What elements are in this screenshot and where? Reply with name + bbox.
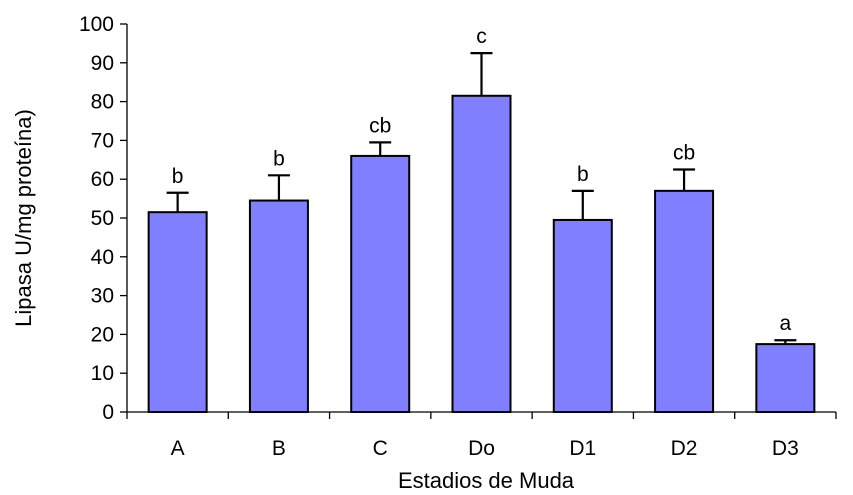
bar-a [147,211,208,413]
x-tick-label-d1: D1 [569,437,596,460]
y-tick-label-20: 20 [91,323,114,346]
significance-label-d3: a [780,312,792,335]
y-tick-label-10: 10 [91,362,114,385]
x-tick-label-b: B [272,437,286,460]
significance-label-b: b [273,147,285,170]
y-tick-label-30: 30 [91,285,114,308]
y-axis-title: Lipasa U/mg proteína) [11,109,36,327]
y-tick-label-40: 40 [91,246,114,269]
y-axis: 0 10 20 30 40 50 60 70 80 90 100 [79,13,128,424]
bar-b [248,199,309,413]
bars [147,94,816,414]
bar-do [451,94,512,413]
significance-label-d1: b [577,163,589,186]
bar-c [350,154,411,413]
bar-d2 [654,189,715,413]
y-tick-label-70: 70 [91,129,114,152]
x-tick-label-c: C [373,437,388,460]
y-tick-label-0: 0 [102,401,114,424]
x-tick-label-d2: D2 [671,437,698,460]
y-tick-label-60: 60 [91,168,114,191]
bar-d3 [755,343,816,414]
significance-label-c: cb [369,114,391,137]
x-tick-label-d3: D3 [772,437,799,460]
y-tick-label-100: 100 [79,13,114,36]
x-tick-label-do: Do [468,437,495,460]
y-tick-label-90: 90 [91,52,114,75]
significance-label-a: b [172,165,184,188]
significance-label-d2: cb [673,142,695,165]
x-tick-label-a: A [171,437,185,460]
significance-label-do: c [476,25,487,48]
error-bars [166,51,797,345]
x-axis: A B C Do D1 D2 D3 [126,411,837,460]
bar-d1 [552,218,613,413]
x-axis-title: Estadios de Muda [398,468,575,493]
y-tick-label-80: 80 [91,91,114,114]
y-tick-label-50: 50 [91,207,114,230]
